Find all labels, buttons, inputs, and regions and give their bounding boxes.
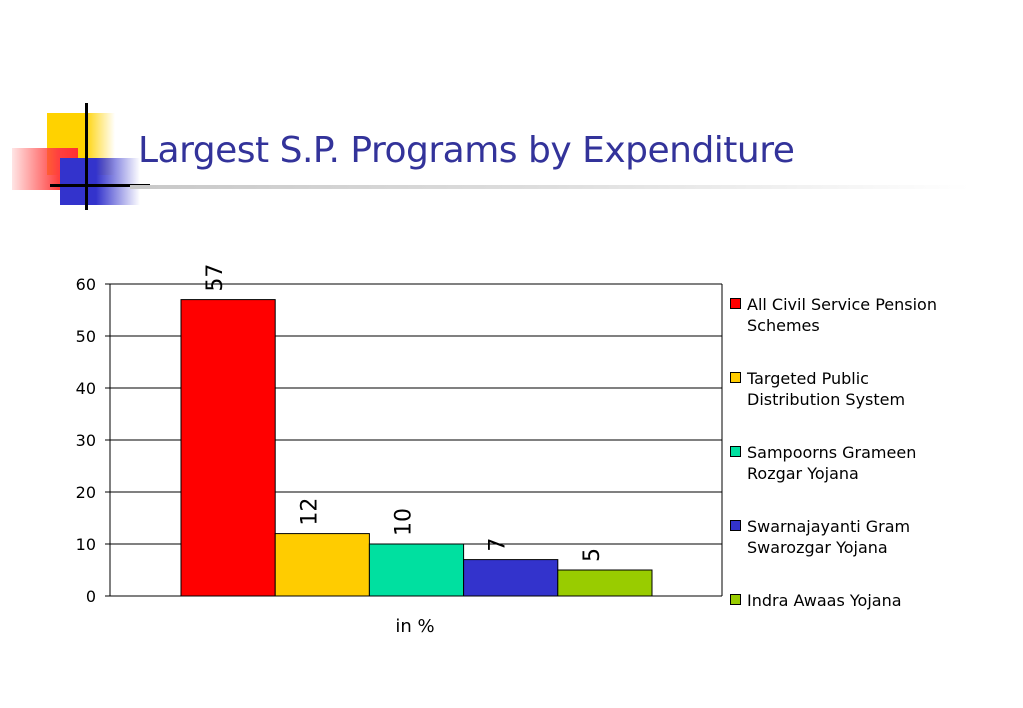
x-axis-label: in % [395, 616, 435, 637]
slide-title: Largest S.P. Programs by Expenditure [138, 130, 795, 171]
y-tick-label: 50 [76, 327, 96, 346]
legend-item-5: Indra Awaas Yojana [730, 590, 947, 611]
legend-item-3: Sampoorns Grameen Rozgar Yojana [730, 442, 947, 484]
slide-decoration [0, 0, 160, 230]
legend-label: Swarnajayanti Gram Swarozgar Yojana [747, 517, 911, 557]
bar-3 [368, 543, 465, 597]
legend-swatch [730, 372, 741, 383]
legend-item-4: Swarnajayanti Gram Swarozgar Yojana [730, 516, 947, 558]
y-tick-label: 10 [76, 535, 96, 554]
bar-5 [557, 569, 653, 597]
y-tick-labels: 0 10 20 30 40 50 60 [76, 275, 96, 606]
legend-swatch [730, 520, 741, 531]
bar-2 [274, 533, 370, 597]
legend-swatch [730, 446, 741, 457]
title-underline [130, 185, 970, 189]
bar-4 [463, 559, 559, 597]
axes [105, 283, 723, 597]
data-label-2: 12 [297, 498, 322, 526]
data-labels: 57 12 10 7 5 [203, 264, 605, 562]
legend-label: Sampoorns Grameen Rozgar Yojana [747, 443, 917, 483]
bar-1 [180, 299, 276, 597]
deco-blue-square [60, 158, 140, 205]
legend-swatch [730, 298, 741, 309]
legend-label: All Civil Service Pension Schemes [747, 295, 937, 335]
y-tick-label: 60 [76, 275, 96, 294]
data-label-4: 7 [486, 538, 511, 552]
data-label-1: 57 [203, 264, 228, 292]
deco-vertical-line [85, 103, 88, 210]
data-label-5: 5 [580, 548, 605, 562]
y-tick-label: 40 [76, 379, 96, 398]
y-tick-label: 20 [76, 483, 96, 502]
y-tick-label: 0 [86, 587, 96, 606]
bars [180, 299, 653, 597]
deco-horizontal-line [50, 184, 150, 187]
data-label-3: 10 [392, 508, 417, 536]
legend-swatch [730, 594, 741, 605]
legend-label: Targeted Public Distribution System [747, 369, 906, 409]
legend-item-1: All Civil Service Pension Schemes [730, 294, 947, 336]
legend-label: Indra Awaas Yojana [747, 591, 902, 610]
y-tick-label: 30 [76, 431, 96, 450]
legend-item-2: Targeted Public Distribution System [730, 368, 947, 410]
